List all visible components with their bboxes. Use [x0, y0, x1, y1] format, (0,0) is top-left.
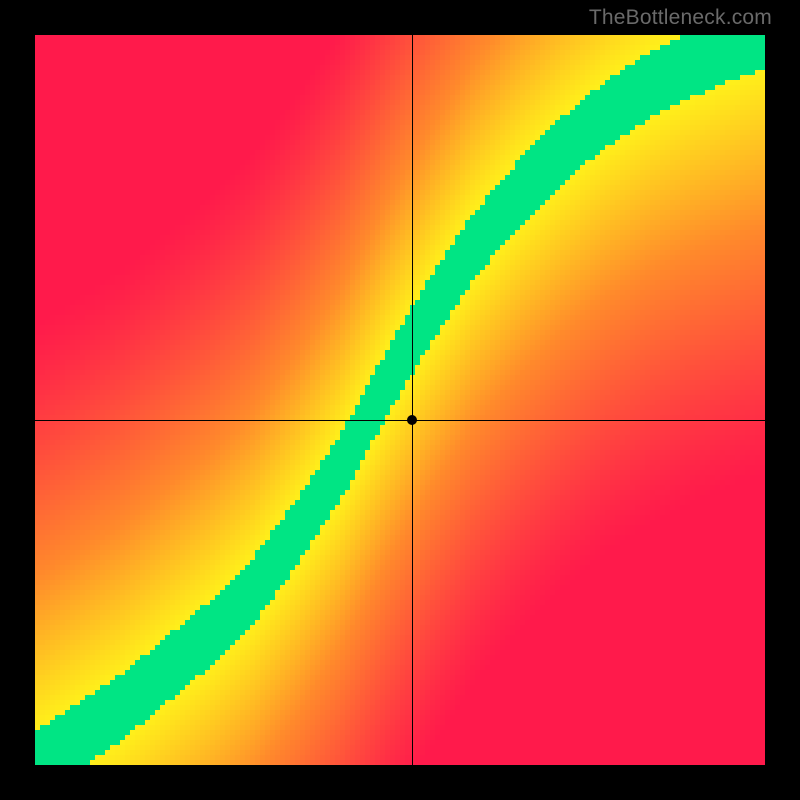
crosshair-horizontal: [35, 420, 765, 421]
heatmap-canvas: [35, 35, 765, 765]
heatmap-plot: [35, 35, 765, 765]
crosshair-marker: [407, 415, 417, 425]
crosshair-vertical: [412, 35, 413, 765]
watermark-text: TheBottleneck.com: [589, 6, 772, 30]
